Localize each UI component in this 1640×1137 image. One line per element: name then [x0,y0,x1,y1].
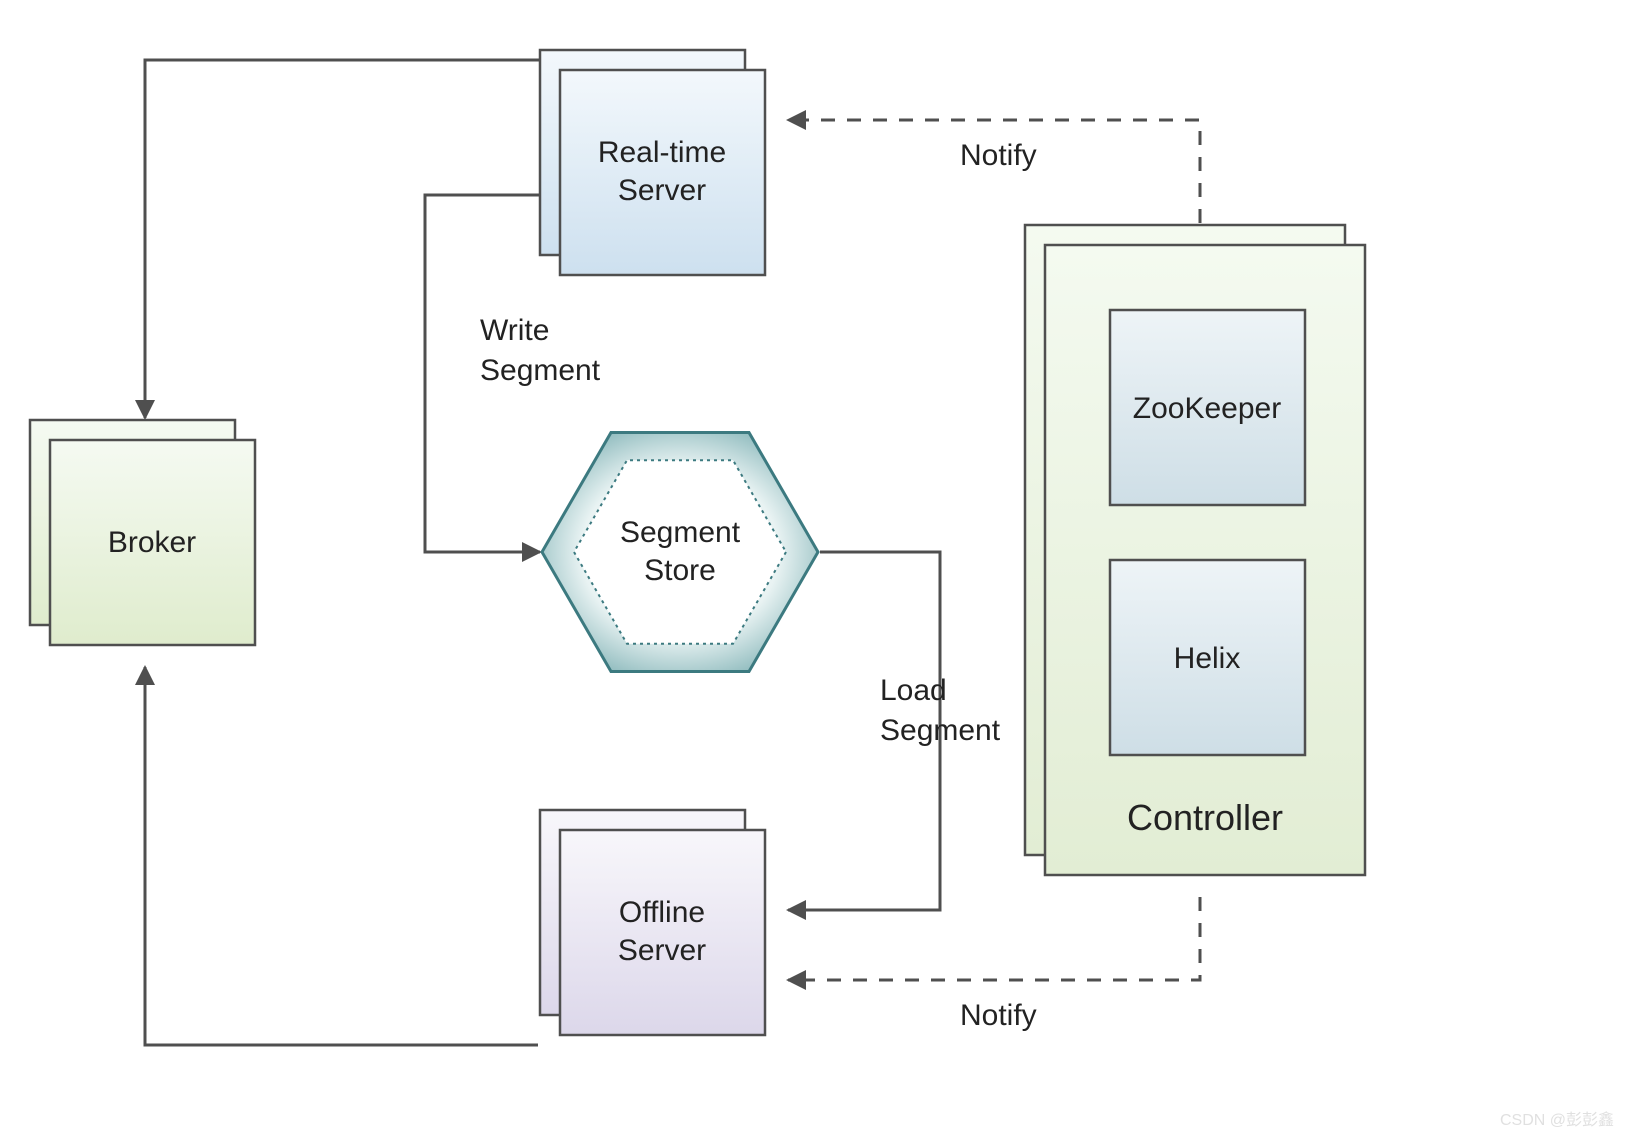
offline-label-l1: Offline [619,896,705,929]
edge-offline-to-broker [145,667,538,1045]
node-segment-store: Segment Store [542,433,818,672]
offline-label-l2: Server [618,934,706,967]
helix-label: Helix [1174,642,1241,675]
label-load-segment-l1: Load [880,674,947,707]
node-realtime-server: Real-time Server [540,50,765,275]
realtime-box [560,70,765,275]
label-notify-bottom: Notify [960,999,1037,1032]
controller-label: Controller [1127,797,1283,838]
label-notify-top: Notify [960,139,1037,172]
node-broker: Broker [30,420,255,645]
realtime-label-l1: Real-time [598,136,726,169]
watermark-text: CSDN @彭彭鑫 [1500,1110,1614,1129]
label-write-segment-l2: Segment [480,354,601,387]
node-controller: ZooKeeper Helix Controller [1025,225,1365,875]
broker-label: Broker [108,526,196,559]
label-load-segment-l2: Segment [880,714,1001,747]
node-offline-server: Offline Server [540,810,765,1035]
label-write-segment-l1: Write [480,314,549,347]
segment-label-l1: Segment [620,516,741,549]
segment-label-l2: Store [644,554,716,587]
zookeeper-label: ZooKeeper [1133,392,1281,425]
realtime-label-l2: Server [618,174,706,207]
offline-box [560,830,765,1035]
